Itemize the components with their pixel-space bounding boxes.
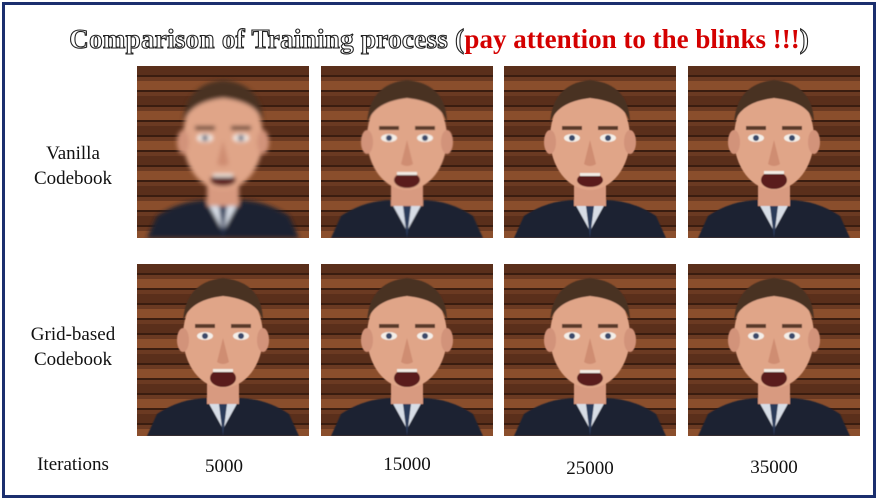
- row-label-vanilla: Vanilla Codebook: [14, 141, 132, 191]
- face-image-vanilla-35000: [688, 66, 860, 238]
- title-highlight: pay attention to the blinks !!!: [464, 24, 800, 54]
- face-image-grid-15000: [321, 264, 493, 436]
- face-image-grid-35000: [688, 264, 860, 436]
- face-portrait: [688, 66, 860, 238]
- face-portrait: [137, 66, 309, 238]
- iterations-label: Iterations: [37, 454, 109, 475]
- face-portrait: [504, 264, 676, 436]
- face-portrait: [321, 264, 493, 436]
- figure-title: Comparison of Training process (pay atte…: [0, 23, 878, 55]
- face-portrait: [504, 66, 676, 238]
- title-close: ): [799, 23, 809, 54]
- iteration-value: 5000: [205, 456, 243, 477]
- iteration-value: 15000: [383, 454, 431, 475]
- iteration-value: 35000: [750, 457, 798, 478]
- row-label-line: Codebook: [33, 349, 113, 370]
- face-image-grid-5000: [137, 264, 309, 436]
- row-label-line: Codebook: [33, 168, 113, 189]
- face-image-grid-25000: [504, 264, 676, 436]
- row-label-line: Vanilla: [46, 143, 100, 164]
- title-main: Comparison of Training process (: [69, 23, 465, 54]
- face-portrait: [137, 264, 309, 436]
- face-image-vanilla-15000: [321, 66, 493, 238]
- face-portrait: [688, 264, 860, 436]
- iteration-value: 25000: [566, 458, 614, 479]
- row-label-grid: Grid-based Codebook: [14, 322, 132, 372]
- face-image-vanilla-25000: [504, 66, 676, 238]
- face-portrait: [321, 66, 493, 238]
- row-label-line: Grid-based: [30, 324, 116, 345]
- face-image-vanilla-5000: [137, 66, 309, 238]
